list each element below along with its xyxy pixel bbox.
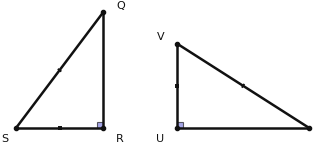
Text: S: S bbox=[1, 134, 8, 144]
Text: R: R bbox=[116, 134, 124, 144]
Text: V: V bbox=[156, 32, 164, 42]
Text: Q: Q bbox=[116, 1, 125, 11]
Polygon shape bbox=[97, 122, 103, 128]
Text: U: U bbox=[156, 134, 164, 144]
Polygon shape bbox=[177, 122, 183, 128]
